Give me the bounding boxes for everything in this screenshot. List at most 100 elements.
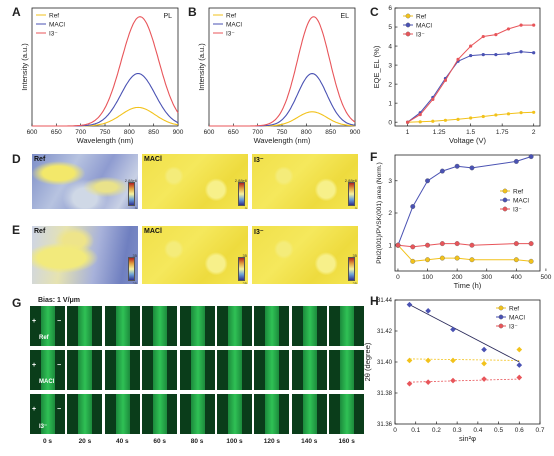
data-point <box>454 255 460 261</box>
map-i3: I3⁻ 2.88e6 0 <box>252 154 358 209</box>
channel-band <box>41 306 55 346</box>
x-tick-label: 1.5 <box>466 129 475 136</box>
legend-entry: I3⁻ <box>513 206 522 213</box>
field-image-tile <box>104 394 140 434</box>
channel-band <box>190 306 205 346</box>
data-point <box>425 308 431 314</box>
data-point <box>418 111 422 115</box>
channel-band <box>302 306 317 346</box>
plot-frame <box>394 154 541 272</box>
legend-marker <box>502 206 508 212</box>
x-axis-title: Wavelength (nm) <box>254 136 311 145</box>
map-label: Ref <box>34 228 46 235</box>
data-point <box>425 357 431 364</box>
data-point <box>425 257 431 263</box>
legend-marker <box>405 31 411 37</box>
data-point <box>494 113 498 117</box>
field-image-tile: + − MACl <box>30 350 65 390</box>
x-tick-label: 0.6 <box>515 427 524 434</box>
data-point <box>506 27 511 31</box>
y-tick-label: 1 <box>388 242 392 249</box>
data-point <box>406 120 410 124</box>
y-axis-title: Intensity (a.u.) <box>197 43 206 91</box>
data-point <box>528 241 534 247</box>
time-label: 0 s <box>42 438 53 445</box>
field-image-tile <box>142 394 178 434</box>
y-tick-label: 31.44 <box>377 298 393 304</box>
trend-line <box>409 304 520 363</box>
panel-tag: EL <box>340 13 349 20</box>
map-label: MACl <box>144 156 162 163</box>
channel-band <box>153 394 168 434</box>
spectrum-line <box>32 106 179 127</box>
time-label: 140 s <box>301 438 318 445</box>
colorbar-min-label: 0 <box>354 206 357 209</box>
minus-sign: − <box>57 318 62 325</box>
y-tick-label: 31.36 <box>377 422 393 428</box>
field-image-tile <box>142 306 178 346</box>
panel-label-c: C <box>370 5 379 19</box>
legend-marker <box>502 197 508 203</box>
panel-label-e: E <box>12 223 21 237</box>
field-image-tile <box>179 350 215 390</box>
data-point <box>469 44 473 48</box>
legend-entry: I3⁻ <box>49 30 58 37</box>
data-point <box>406 380 413 387</box>
channel-band <box>153 350 168 390</box>
y-axis-title: PbI2(001)/PVSK(001) area (Norm.) <box>376 162 383 264</box>
legend-marker <box>405 22 411 28</box>
data-point <box>469 53 473 58</box>
data-point <box>456 59 460 63</box>
data-point <box>456 117 460 121</box>
data-point <box>519 50 523 54</box>
plus-sign: + <box>32 318 37 325</box>
legend-entry: Ref <box>226 12 236 19</box>
y-tick-label: 31.38 <box>377 391 393 397</box>
data-point <box>532 23 536 27</box>
data-point <box>418 120 422 124</box>
field-image-tile <box>104 350 140 390</box>
data-point <box>410 204 416 210</box>
y-axis-title: EQE_EL (%) <box>372 45 381 88</box>
data-point <box>469 116 473 120</box>
y-tick-label: 2 <box>388 81 392 88</box>
plot-frame <box>394 7 541 127</box>
data-point <box>481 360 487 367</box>
plot-frame <box>31 7 179 127</box>
plus-sign: + <box>32 362 37 369</box>
data-point <box>454 241 460 247</box>
panel-label-b: B <box>188 5 197 19</box>
field-image-tile <box>179 306 215 346</box>
data-point <box>450 357 456 364</box>
time-label: 40 s <box>115 438 129 445</box>
channel-band <box>78 350 93 390</box>
x-tick-label: 0.3 <box>453 427 462 434</box>
channel-band <box>190 350 205 390</box>
map-ref: Ref 2.88e6 0 <box>32 154 138 209</box>
channel-band <box>302 350 317 390</box>
y-tick-label: 6 <box>388 5 392 12</box>
x-tick-label: 0.5 <box>494 427 503 434</box>
legend-entry: Ref <box>509 305 519 312</box>
x-tick-label: 650 <box>51 129 62 136</box>
channel-band <box>190 394 205 434</box>
x-tick-label: 0.1 <box>411 427 420 434</box>
spectrum-line <box>209 111 355 127</box>
data-point <box>410 244 416 250</box>
legend-marker <box>405 13 411 19</box>
x-tick-label: 600 <box>27 129 38 136</box>
panel-label-f: F <box>370 150 378 164</box>
series-line <box>407 24 534 123</box>
data-point <box>406 301 413 308</box>
legend-marker <box>498 305 504 311</box>
map-label: Ref <box>34 156 46 163</box>
x-tick-label: 750 <box>100 129 111 136</box>
colorbar-max-label: 35 <box>352 253 357 258</box>
data-point <box>513 158 519 164</box>
colorbar <box>128 257 135 281</box>
x-tick-label: 750 <box>277 129 288 136</box>
y-tick-label: 31.40 <box>377 360 393 366</box>
x-tick-label: 2 <box>532 129 536 136</box>
channel-band <box>78 306 93 346</box>
data-point <box>494 33 498 37</box>
